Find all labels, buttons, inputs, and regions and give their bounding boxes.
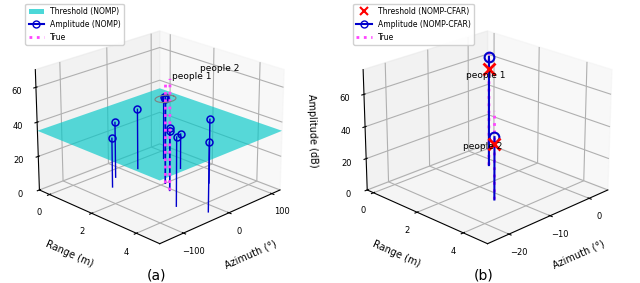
Legend: Threshold (NOMP-CFAR), Amplitude (NOMP-CFAR), True: Threshold (NOMP-CFAR), Amplitude (NOMP-C…: [353, 4, 474, 44]
Text: (b): (b): [474, 269, 494, 283]
Y-axis label: Range (m): Range (m): [371, 239, 422, 269]
X-axis label: Azimuth (°): Azimuth (°): [223, 238, 278, 270]
X-axis label: Azimuth (°): Azimuth (°): [551, 238, 606, 270]
Legend: Threshold (NOMP), Amplitude (NOMP), True: Threshold (NOMP), Amplitude (NOMP), True: [26, 4, 124, 44]
Text: (a): (a): [147, 269, 166, 283]
Y-axis label: Range (m): Range (m): [44, 239, 94, 269]
